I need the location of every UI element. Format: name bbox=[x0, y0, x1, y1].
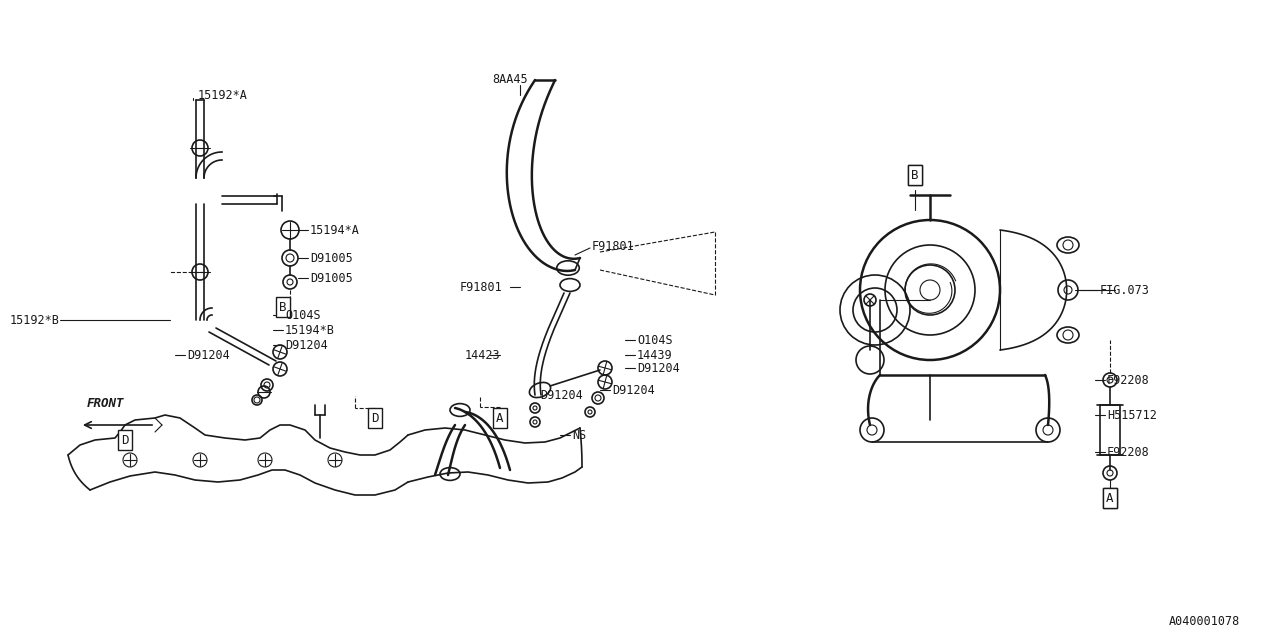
Text: 15192*B: 15192*B bbox=[10, 314, 60, 326]
Text: 15194*B: 15194*B bbox=[285, 323, 335, 337]
Text: B: B bbox=[911, 168, 919, 182]
Text: 8AA45: 8AA45 bbox=[493, 72, 527, 86]
Text: 15194*A: 15194*A bbox=[310, 223, 360, 237]
Text: FRONT: FRONT bbox=[86, 397, 124, 410]
Text: D91204: D91204 bbox=[540, 388, 582, 401]
Text: D91204: D91204 bbox=[187, 349, 229, 362]
Text: B: B bbox=[279, 301, 287, 314]
Text: D91204: D91204 bbox=[637, 362, 680, 374]
Text: NS: NS bbox=[572, 429, 586, 442]
Text: FIG.073: FIG.073 bbox=[1100, 284, 1149, 296]
Text: D: D bbox=[371, 412, 379, 424]
Text: O104S: O104S bbox=[285, 308, 320, 321]
Text: F91801: F91801 bbox=[460, 280, 503, 294]
Text: O104S: O104S bbox=[637, 333, 672, 346]
Text: A: A bbox=[1106, 492, 1114, 504]
Text: 15192*A: 15192*A bbox=[198, 88, 248, 102]
Text: D91005: D91005 bbox=[310, 252, 353, 264]
Text: F92208: F92208 bbox=[1107, 374, 1149, 387]
Text: A040001078: A040001078 bbox=[1169, 615, 1240, 628]
Text: D91204: D91204 bbox=[285, 339, 328, 351]
Text: H515712: H515712 bbox=[1107, 408, 1157, 422]
Text: F92208: F92208 bbox=[1107, 445, 1149, 458]
Text: 14439: 14439 bbox=[637, 349, 672, 362]
Text: F91801: F91801 bbox=[593, 239, 635, 253]
Text: B: B bbox=[911, 168, 919, 182]
Text: D: D bbox=[122, 433, 129, 447]
Text: D91005: D91005 bbox=[310, 271, 353, 285]
Text: D91204: D91204 bbox=[612, 383, 655, 397]
Text: 14423: 14423 bbox=[465, 349, 500, 362]
Text: A: A bbox=[1106, 492, 1114, 504]
Text: A: A bbox=[497, 412, 504, 424]
